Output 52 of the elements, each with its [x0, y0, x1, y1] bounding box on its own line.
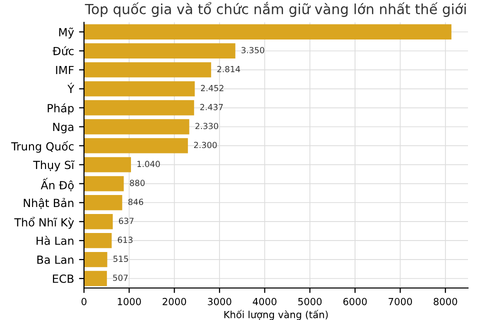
y-tick-label: Nga: [53, 122, 74, 134]
y-tick-label: Thụy Sĩ: [33, 160, 75, 172]
x-tick-label: 5000: [298, 298, 322, 306]
bar: [84, 138, 188, 154]
y-tick-label: Pháp: [48, 103, 74, 115]
x-tick-label: 7000: [388, 298, 412, 306]
x-axis-title: Khối lượng vàng (tấn): [224, 310, 328, 320]
x-tick-label: 2000: [162, 298, 186, 306]
bar: [84, 214, 113, 230]
x-tick-label: 8000: [434, 298, 458, 306]
bar: [84, 232, 112, 248]
y-tick-label: Hà Lan: [36, 236, 74, 245]
data-label: 846: [128, 198, 144, 206]
y-tick-label: Ấn Độ: [40, 178, 74, 192]
bar: [84, 176, 124, 192]
bar: [84, 100, 194, 116]
y-tick-label: Ý: [67, 82, 74, 94]
data-label: 2.452: [200, 84, 224, 92]
x-tick-label: 3000: [208, 298, 232, 306]
data-label: 2.330: [195, 122, 218, 130]
bar: [84, 119, 190, 134]
data-label: 2.437: [200, 104, 223, 110]
data-label: 1.040: [137, 160, 160, 168]
bar: [84, 252, 108, 268]
bar: [84, 157, 131, 172]
bar: [84, 195, 122, 210]
y-tick-label: Mỹ: [59, 28, 74, 39]
y-tick-label: Trung Quốc: [11, 141, 74, 153]
bar: [84, 81, 195, 96]
y-tick-label: ECB: [52, 274, 74, 283]
data-label: 613: [118, 236, 132, 243]
x-tick-label: 0: [82, 298, 86, 306]
bar: [84, 270, 107, 286]
data-label: 637: [118, 218, 134, 224]
bar: [84, 62, 212, 78]
data-label: 507: [113, 274, 128, 281]
bar: [84, 43, 236, 58]
data-label: 2.814: [217, 66, 240, 72]
bar: [84, 24, 452, 40]
y-tick-label: Thổ Nhĩ Kỳ: [14, 216, 74, 229]
x-tick-label: 4000: [252, 298, 276, 306]
data-label: 2.300: [194, 142, 217, 148]
y-tick-label: Ba Lan: [37, 256, 74, 264]
chart-title: Top quốc gia và tổ chức nắm giữ vàng lớn nhất thế giới: [84, 2, 466, 17]
y-tick-label: Đức: [52, 46, 74, 56]
y-tick-label: Nhật Bản: [24, 198, 74, 210]
data-label: 3.350: [242, 46, 264, 54]
data-label: 880: [130, 180, 145, 186]
x-tick-label: 1000: [118, 298, 141, 306]
data-label: 515: [113, 256, 128, 262]
x-tick-label: 6000: [343, 298, 367, 306]
y-tick-label: IMF: [56, 66, 74, 74]
